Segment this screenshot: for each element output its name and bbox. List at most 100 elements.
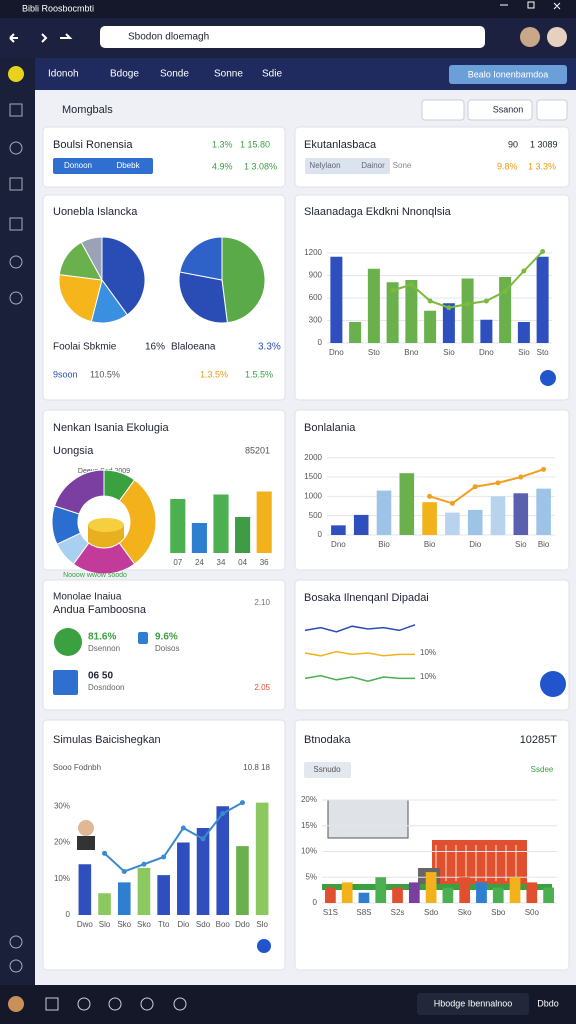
kpi-stat: 1 15.80 <box>240 139 270 149</box>
bar <box>196 828 210 915</box>
x-tick-label: Bio <box>424 540 436 549</box>
bar <box>235 517 251 553</box>
y-tick-label: 900 <box>309 271 323 280</box>
tag-label: Dbebk <box>116 161 140 170</box>
bar <box>353 514 369 535</box>
slice <box>221 236 266 324</box>
bar <box>341 882 353 903</box>
app-logo[interactable] <box>8 66 24 82</box>
bar <box>408 882 420 903</box>
pie-stat: 1.3.5% <box>200 369 228 379</box>
y-tick-label: 10% <box>54 874 70 883</box>
bar <box>331 525 346 535</box>
line-point <box>220 811 226 816</box>
tag-group[interactable] <box>305 158 390 174</box>
slice <box>80 236 103 281</box>
card-title: Simulas Baicishegkan <box>53 734 161 746</box>
bar <box>349 322 362 343</box>
kpi-stat: 90 <box>508 139 518 149</box>
card-title: Btnodaka <box>304 734 351 746</box>
avatar[interactable] <box>520 27 540 47</box>
kpi-stat: 1 3089 <box>530 139 558 149</box>
bar <box>517 322 530 343</box>
line-point <box>518 474 524 480</box>
nav-tab: Sonde <box>160 69 189 80</box>
line-point <box>180 825 186 831</box>
clock: Dbdo <box>537 998 559 1008</box>
line-point <box>521 268 527 274</box>
pie-label: 16% <box>145 342 165 353</box>
line-point <box>541 466 547 472</box>
slice <box>178 271 228 324</box>
line-point <box>200 836 206 842</box>
slice <box>58 274 103 323</box>
line-point <box>408 282 414 287</box>
taskbar-label: Hbodge Ibennalnoo <box>434 998 513 1008</box>
y-tick-label: 600 <box>309 293 323 302</box>
start-icon[interactable] <box>8 996 24 1012</box>
x-tick-label: Bno <box>404 348 419 357</box>
x-tick-label: Sdo <box>424 908 439 917</box>
y-tick-label: 20% <box>301 795 317 804</box>
bar <box>376 490 392 535</box>
x-tick-label: Sko <box>117 920 131 929</box>
x-tick-label: Sbo <box>491 908 506 917</box>
line-point <box>465 301 471 307</box>
spark-label: 10% <box>420 648 436 657</box>
window-controls[interactable] <box>500 1 561 10</box>
item-label: Dsennon <box>88 644 120 653</box>
line-point <box>427 493 433 499</box>
tab-title: Bibli Roosbocmbti <box>22 3 94 13</box>
line-point <box>239 800 245 806</box>
bar <box>236 846 249 915</box>
bar <box>467 509 483 535</box>
sidebar-icons[interactable] <box>9 103 23 973</box>
bar <box>325 887 336 903</box>
sparkline <box>304 650 415 657</box>
fab[interactable] <box>257 939 271 953</box>
line-point <box>495 480 501 486</box>
taskbar-icons[interactable] <box>45 997 187 1011</box>
pie-label: Blaloeana <box>171 342 216 353</box>
line-point <box>161 854 167 860</box>
bar <box>509 877 521 903</box>
x-tick-label: Slo <box>256 920 268 929</box>
fab[interactable] <box>540 671 566 697</box>
item-icon <box>53 670 78 695</box>
x-tick-label: 04 <box>238 558 247 567</box>
bar <box>442 303 455 343</box>
line-point <box>540 249 546 254</box>
x-tick-label: Dio <box>177 920 190 929</box>
nav-icons[interactable] <box>9 33 73 43</box>
x-tick-label: 07 <box>173 558 182 567</box>
taskbar-button[interactable] <box>417 993 529 1015</box>
x-tick-label: Bio <box>378 540 390 549</box>
kpi-stat: 1 3.08% <box>244 161 277 171</box>
fab[interactable] <box>540 370 556 386</box>
header-buttons[interactable] <box>421 99 568 121</box>
url-box[interactable] <box>100 26 485 48</box>
bar <box>399 473 415 535</box>
bar <box>536 488 551 535</box>
line-point <box>102 850 108 856</box>
y-tick-label: 30% <box>54 801 70 810</box>
bar <box>330 256 343 343</box>
nav-tab: Sdie <box>262 69 282 80</box>
item-icon <box>138 632 148 644</box>
bar <box>442 887 454 903</box>
card-title: Boulsi Ronensia <box>53 139 133 151</box>
nav-button[interactable] <box>449 65 567 84</box>
x-tick-label: 36 <box>260 558 269 567</box>
bar <box>405 280 418 343</box>
bar <box>256 491 272 553</box>
spark-label: 10% <box>420 672 436 681</box>
x-tick-label: Sko <box>458 908 472 917</box>
x-tick-label: Tto <box>158 920 170 929</box>
item-value: 9.6% <box>155 632 178 643</box>
y-tick-label: 20% <box>54 838 70 847</box>
x-tick-label: Sio <box>518 348 530 357</box>
tag[interactable] <box>304 762 351 778</box>
tag-group[interactable] <box>53 158 153 174</box>
avatar[interactable] <box>547 27 567 47</box>
y-tick-label: 0 <box>313 898 318 907</box>
